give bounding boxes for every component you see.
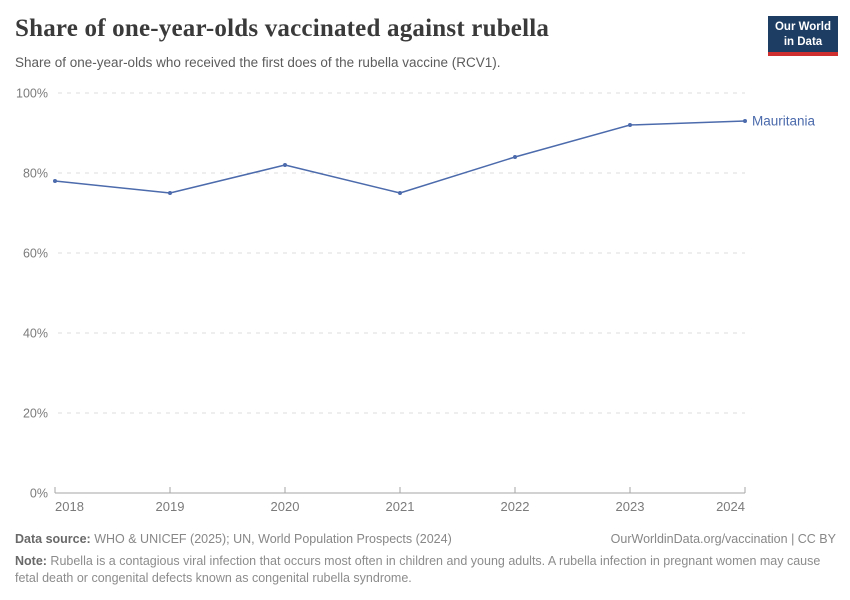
x-axis-tick-label: 2019 <box>156 499 185 514</box>
y-axis-tick-label: 60% <box>23 247 48 261</box>
attribution-link[interactable]: OurWorldinData.org/vaccination | CC BY <box>610 532 836 546</box>
data-source: Data source: WHO & UNICEF (2025); UN, Wo… <box>15 531 452 548</box>
data-point[interactable] <box>283 163 287 167</box>
page-title: Share of one-year-olds vaccinated agains… <box>15 15 550 42</box>
y-axis-tick-label: 40% <box>23 327 48 341</box>
logo-line1: Our World <box>774 21 831 33</box>
x-axis-tick-label: 2020 <box>271 499 300 514</box>
data-point[interactable] <box>53 179 57 183</box>
x-axis-tick-label: 2021 <box>386 499 415 514</box>
chart-footer: Data source: WHO & UNICEF (2025); UN, Wo… <box>15 531 836 587</box>
y-axis-tick-label: 100% <box>16 87 48 101</box>
data-point[interactable] <box>743 119 747 123</box>
data-source-text: WHO & UNICEF (2025); UN, World Populatio… <box>90 532 452 546</box>
x-axis-tick-label: 2022 <box>501 499 530 514</box>
y-axis-tick-label: 80% <box>23 167 48 181</box>
x-axis-tick-label: 2018 <box>55 499 84 514</box>
line-chart[interactable]: 0% 20% 40% 60% 80% 100% 2018 2019 2020 2021 2022 20… <box>0 85 850 525</box>
series-line-mauritania[interactable] <box>54 120 746 194</box>
data-point[interactable] <box>398 191 402 195</box>
owid-logo[interactable]: Our World in Data <box>768 16 838 57</box>
data-point[interactable] <box>628 123 632 127</box>
data-point[interactable] <box>168 191 172 195</box>
y-axis-tick-label: 20% <box>23 407 48 421</box>
chart-note: Note: Rubella is a contagious viral infe… <box>15 553 836 587</box>
x-axis-tick-label: 2023 <box>616 499 645 514</box>
y-axis-tick-label: 0% <box>30 487 48 501</box>
x-axis-tick-label: 2024 <box>716 499 745 514</box>
note-label: Note: <box>15 553 47 568</box>
data-point[interactable] <box>513 155 517 159</box>
logo-line2: in Data <box>783 35 823 48</box>
series-label-mauritania: Mauritania <box>752 114 816 129</box>
chart-subtitle: Share of one-year-olds who received the … <box>15 55 501 70</box>
note-text: Rubella is a contagious viral infection … <box>15 553 821 585</box>
data-source-label: Data source: <box>15 532 91 546</box>
